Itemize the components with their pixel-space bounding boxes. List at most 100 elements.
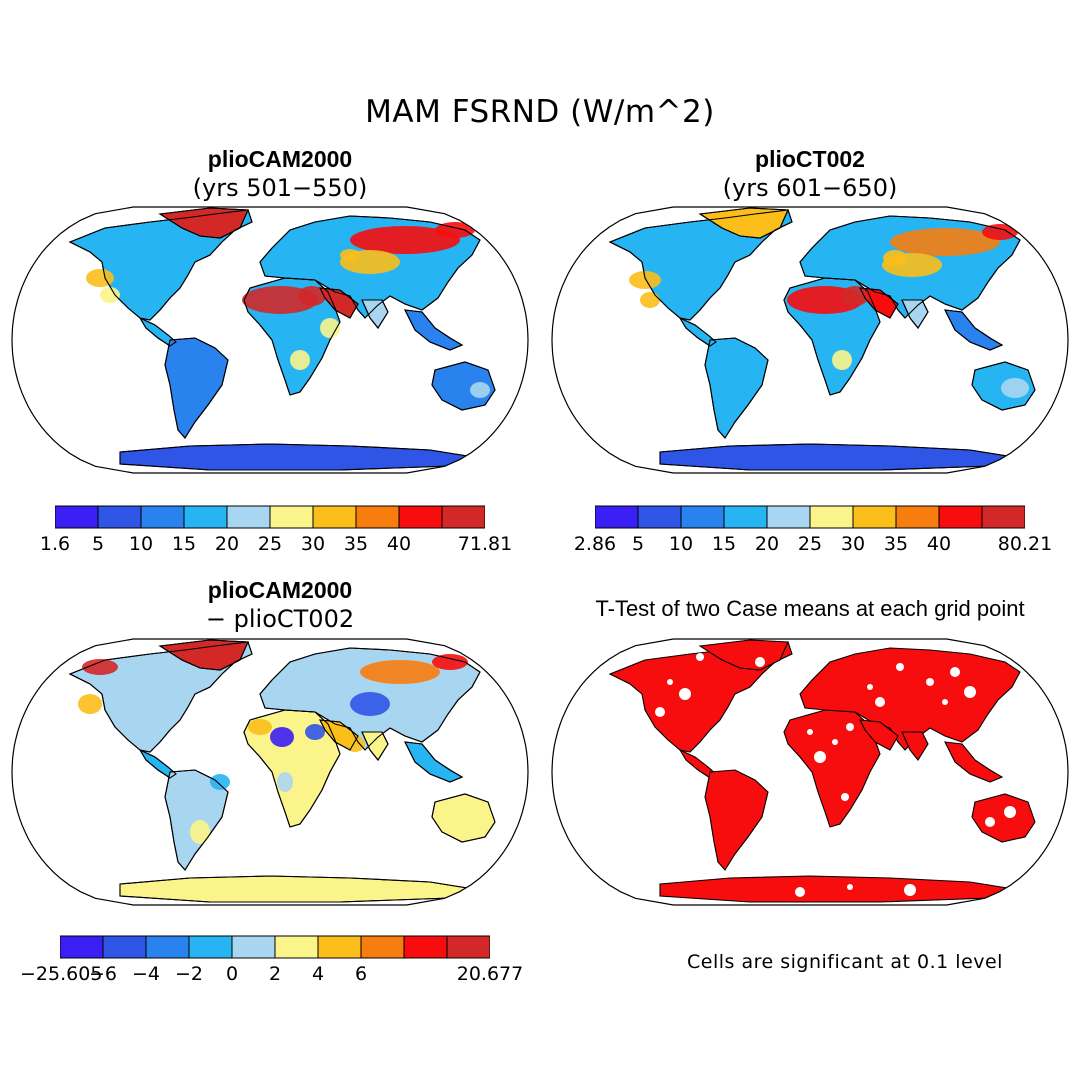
colorbar-tick-label: −25.605 <box>20 963 103 985</box>
value-region <box>435 222 475 238</box>
panel1-colorbar-labels: 1.6 5 10 15 20 25 30 35 40 71.81 <box>40 533 512 557</box>
panel2-title: plioCT002 <box>755 146 865 172</box>
value-region <box>350 692 390 716</box>
value-region <box>470 382 490 398</box>
colorbar-box <box>102 935 147 959</box>
colorbar-box <box>274 935 319 959</box>
colorbar-box <box>680 505 725 529</box>
panel3-colorbar <box>60 935 490 959</box>
panel1-map <box>11 206 529 474</box>
value-region <box>432 654 468 670</box>
insignificant-cell <box>950 667 960 677</box>
colorbar-box <box>226 505 271 529</box>
colorbar-box <box>183 505 228 529</box>
value-region <box>210 774 230 790</box>
continent-south-america <box>704 769 769 871</box>
insignificant-cell <box>896 663 904 671</box>
colorbar-box <box>317 935 362 959</box>
insignificant-cell <box>942 699 948 705</box>
panel1-colorbar <box>55 505 485 529</box>
insignificant-cell <box>1004 806 1016 818</box>
panel4-title: T-Test of two Case means at each grid po… <box>595 596 1025 621</box>
colorbar-box <box>360 935 405 959</box>
colorbar-tick-label: 35 <box>343 533 369 555</box>
value-region <box>86 269 114 287</box>
colorbar-tick-label: 6 <box>354 963 368 985</box>
colorbar-tick-label: 2.86 <box>573 533 617 555</box>
value-region <box>890 228 1000 256</box>
insignificant-cell <box>755 657 765 667</box>
insignificant-cell <box>807 729 813 735</box>
value-region <box>298 750 322 770</box>
colorbar-box <box>60 935 104 959</box>
value-region <box>629 271 661 289</box>
colorbar-box <box>97 505 142 529</box>
panel4-map <box>551 638 1069 906</box>
continent-australia <box>971 793 1036 843</box>
colorbar-box <box>446 935 490 959</box>
insignificant-cell <box>847 884 853 890</box>
colorbar-box <box>188 935 233 959</box>
value-region <box>298 286 326 306</box>
colorbar-tick-label: 30 <box>300 533 326 555</box>
map-frame <box>11 206 529 474</box>
map-frame <box>11 638 529 906</box>
value-region <box>360 660 440 684</box>
insignificant-cell <box>875 697 885 707</box>
value-region <box>277 772 293 792</box>
colorbar-tick-label: −6 <box>88 963 117 985</box>
colorbar-box <box>766 505 811 529</box>
insignificant-cell <box>814 751 826 763</box>
panel2-colorbar-labels: 2.86 5 10 15 20 25 30 35 40 80.21 <box>574 533 1052 557</box>
insignificant-cell <box>774 686 786 698</box>
value-region <box>340 249 360 261</box>
colorbar-box <box>723 505 768 529</box>
colorbar-tick-label: 40 <box>386 533 412 555</box>
value-region <box>305 724 325 740</box>
colorbar-tick-label: 25 <box>797 533 823 555</box>
value-region <box>270 727 294 747</box>
insignificant-cell <box>985 817 995 827</box>
colorbar-tick-label: 15 <box>711 533 737 555</box>
value-region <box>1001 378 1029 398</box>
colorbar-tick-label: 20 <box>754 533 780 555</box>
significance-note: Cells are significant at 0.1 level <box>687 951 1003 973</box>
colorbar-box <box>403 935 448 959</box>
colorbar-box <box>140 505 185 529</box>
insignificant-cell <box>964 686 976 698</box>
colorbar-tick-label: 2 <box>268 963 282 985</box>
figure-title: MAM FSRND (W/m^2) <box>365 94 715 130</box>
panel1-title: plioCAM2000 <box>207 146 353 172</box>
insignificant-cell <box>696 653 704 661</box>
continent-arabia <box>859 719 899 751</box>
value-region <box>350 226 460 254</box>
colorbar-box <box>55 505 99 529</box>
colorbar-tick-label: 10 <box>128 533 154 555</box>
colorbar-tick-label: 15 <box>171 533 197 555</box>
insignificant-cell <box>846 723 854 731</box>
colorbar-tick-label: 4 <box>311 963 325 985</box>
panel2-subtitle: (yrs 601−650) <box>722 174 898 202</box>
colorbar-tick-label: 5 <box>91 533 105 555</box>
colorbar-tick-label: 35 <box>883 533 909 555</box>
map-frame <box>551 206 1069 474</box>
value-region <box>345 736 365 752</box>
colorbar-box <box>895 505 940 529</box>
value-region <box>982 224 1018 240</box>
continent-se-asia <box>944 741 1004 783</box>
insignificant-cell <box>655 707 665 717</box>
colorbar-tick-label: 80.21 <box>997 533 1053 555</box>
colorbar-tick-label: −2 <box>174 963 203 985</box>
value-region <box>190 820 210 844</box>
panel1-subtitle: (yrs 501−550) <box>192 174 368 202</box>
insignificant-cell <box>904 884 916 896</box>
insignificant-cell <box>795 887 805 897</box>
value-region <box>82 659 118 675</box>
colorbar-box <box>852 505 897 529</box>
colorbar-box <box>231 935 276 959</box>
colorbar-box <box>595 505 639 529</box>
panel3-map <box>11 638 529 906</box>
value-region <box>100 287 120 303</box>
insignificant-cell <box>926 678 934 686</box>
value-region <box>640 292 660 308</box>
